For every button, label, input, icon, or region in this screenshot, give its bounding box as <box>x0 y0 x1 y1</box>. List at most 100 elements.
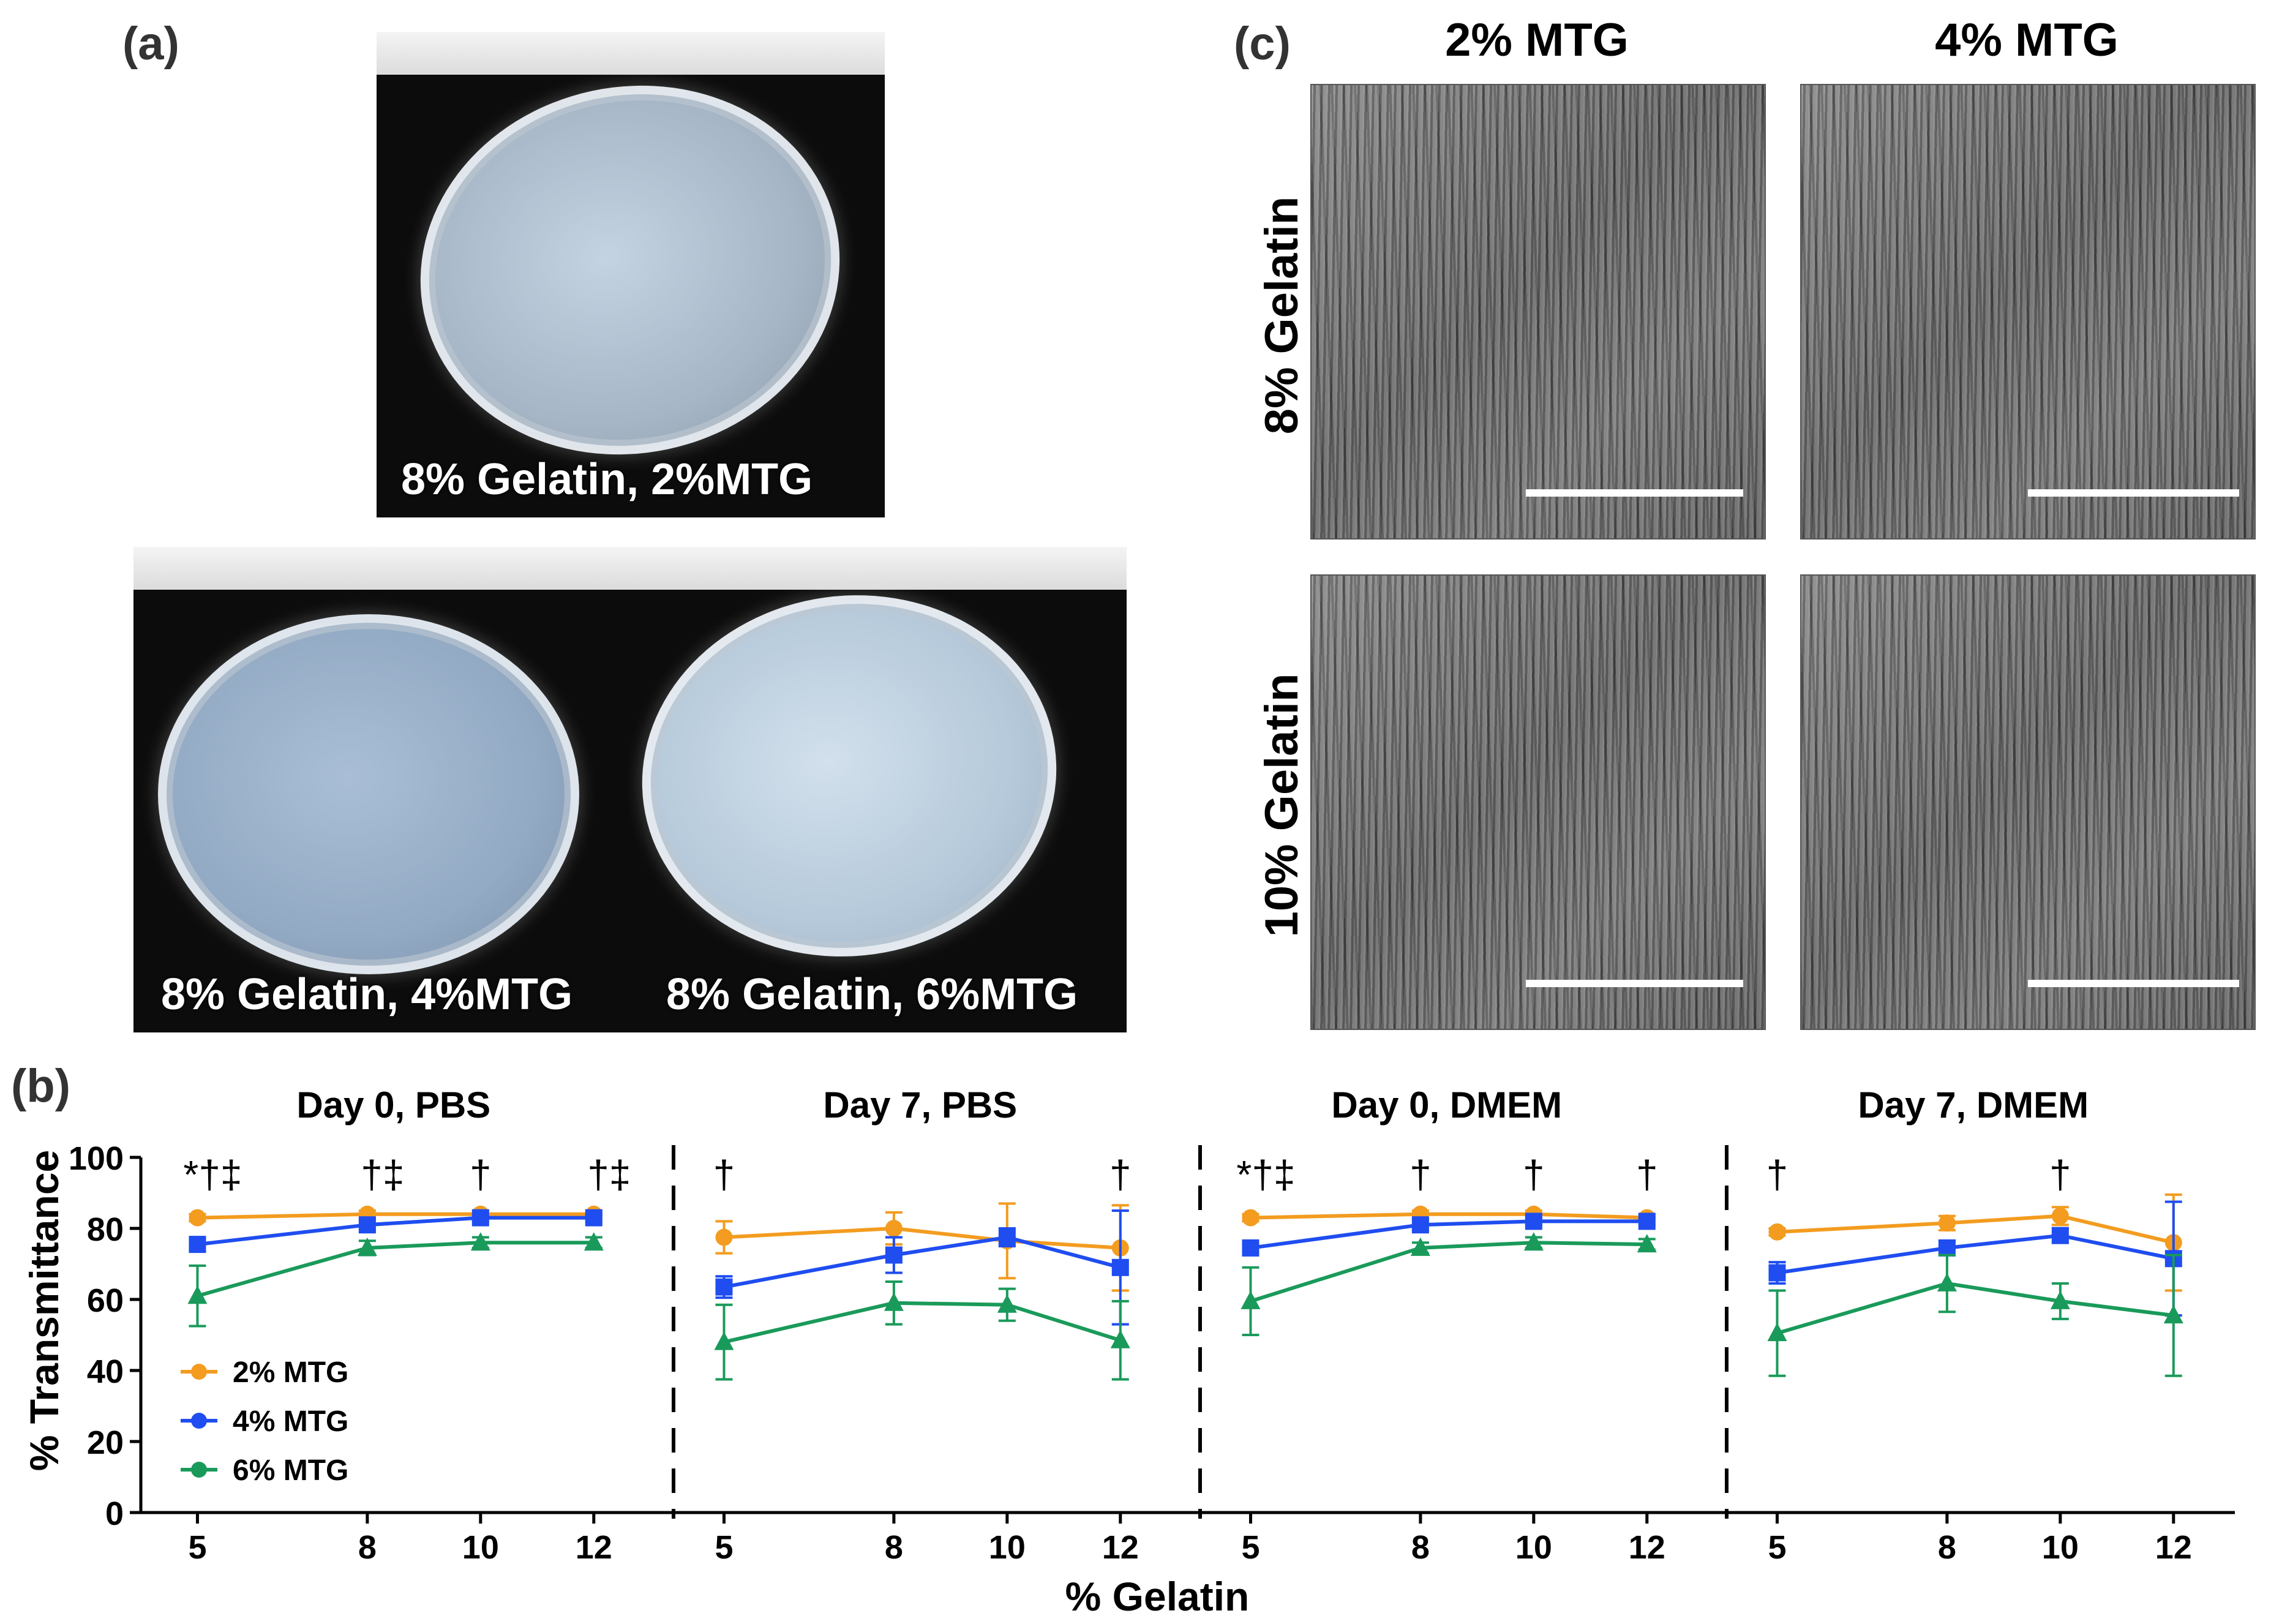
series-line <box>197 1212 594 1220</box>
y-tick-label: 40 <box>87 1353 124 1390</box>
paper-strip <box>377 32 885 75</box>
data-point <box>1242 1239 1259 1257</box>
data-point <box>2163 1305 2183 1324</box>
petri-dish-left <box>158 614 579 974</box>
data-point <box>1938 1214 1956 1232</box>
series-line <box>1250 1219 1647 1250</box>
significance-marker: † <box>1109 1152 1132 1197</box>
series-line <box>1777 1214 2174 1245</box>
data-point <box>884 1292 904 1311</box>
x-tick-label: 5 <box>1768 1529 1786 1566</box>
significance-marker: *†‡ <box>1236 1152 1295 1197</box>
x-tick-label: 5 <box>1241 1529 1259 1566</box>
subplot-title: Day 0, PBS <box>296 1085 490 1126</box>
significance-marker: † <box>2049 1152 2071 1197</box>
data-point <box>1768 1264 1786 1282</box>
significance-marker: † <box>1766 1152 1789 1197</box>
data-point <box>715 1278 733 1296</box>
x-tick-label: 8 <box>1938 1529 1956 1566</box>
data-point <box>1937 1273 1957 1291</box>
series-line <box>1250 1241 1647 1303</box>
col-header-2-mtg: 2% MTG <box>1445 14 1629 66</box>
series-line <box>197 1216 594 1247</box>
photo-label-left: 8% Gelatin, 4%MTG <box>161 970 573 1019</box>
data-point <box>189 1236 206 1254</box>
row-header-10-gelatin: 10% Gelatin <box>1256 673 1308 938</box>
data-point <box>1525 1212 1542 1230</box>
x-tick-label: 12 <box>1629 1529 1665 1566</box>
x-tick-label: 10 <box>462 1529 499 1566</box>
legend-label: 6% MTG <box>233 1454 348 1487</box>
significance-marker: *†‡ <box>183 1152 242 1197</box>
data-point <box>189 1209 206 1227</box>
x-tick-label: 12 <box>2155 1529 2192 1566</box>
scale-bar <box>2028 980 2239 987</box>
y-tick-label: 20 <box>87 1424 124 1461</box>
series-line <box>723 1301 1121 1344</box>
data-point <box>187 1285 208 1304</box>
y-tick-label: 60 <box>87 1282 124 1319</box>
data-point <box>2050 1290 2070 1309</box>
legend-marker <box>191 1364 207 1380</box>
data-point <box>357 1237 377 1256</box>
significance-marker: † <box>1523 1152 1545 1197</box>
data-point <box>1241 1290 1261 1309</box>
series-line <box>1776 1281 2174 1335</box>
petri-photo-bottom: 8% Gelatin, 4%MTG 8% Gelatin, 6%MTG <box>133 547 1127 1032</box>
photo-label-right: 8% Gelatin, 6%MTG <box>666 970 1078 1019</box>
data-point <box>2051 1207 2069 1225</box>
data-point <box>885 1220 903 1237</box>
series-line <box>1777 1233 2174 1275</box>
micrograph-8gel-2mtg <box>1310 84 1766 539</box>
data-point <box>1638 1212 1656 1230</box>
x-tick-label: 8 <box>1411 1529 1430 1566</box>
panel-c-letter: (c) <box>1234 18 1291 70</box>
significance-marker: † <box>1410 1152 1432 1197</box>
scale-bar <box>1526 980 1743 987</box>
data-point <box>585 1209 602 1227</box>
photo-label: 8% Gelatin, 2%MTG <box>401 455 813 504</box>
data-point <box>997 1294 1017 1313</box>
y-axis-label: % Transmittance <box>21 1150 67 1472</box>
plot-layer: 0 20 40 60 80 100 Day 0, PBS 5 8 10 12 *†‡ †‡ † †‡ Day … <box>69 1085 2235 1566</box>
subplot-title: Day 7, DMEM <box>1858 1085 2089 1126</box>
series-line <box>197 1241 594 1298</box>
data-point <box>1523 1232 1544 1251</box>
data-point <box>470 1232 490 1251</box>
x-tick-label: 5 <box>188 1529 206 1566</box>
data-point <box>998 1228 1016 1246</box>
petri-photo-top: 8% Gelatin, 2%MTG <box>377 32 885 517</box>
subplot-title: Day 7, PBS <box>823 1085 1017 1126</box>
legend-marker <box>191 1462 207 1478</box>
significance-marker: † <box>470 1152 492 1197</box>
x-tick-label: 8 <box>885 1529 903 1566</box>
transmittance-chart: % Transmittance % Gelatin 0 20 40 60 80 100 Da… <box>21 1085 2235 1619</box>
data-point <box>1110 1329 1130 1348</box>
micrograph-10gel-4mtg <box>1800 574 2256 1030</box>
panel-a-letter: (a) <box>122 18 179 70</box>
x-tick-label: 10 <box>989 1529 1026 1566</box>
x-tick-label: 10 <box>2042 1529 2079 1566</box>
panel-b-letter: (b) <box>11 1060 71 1112</box>
data-point <box>1410 1237 1430 1256</box>
legend-marker <box>191 1413 207 1429</box>
micrograph-10gel-2mtg <box>1310 574 1766 1030</box>
data-point <box>1411 1216 1429 1234</box>
data-point <box>715 1228 733 1246</box>
significance-marker: †‡ <box>361 1152 404 1197</box>
data-point <box>584 1232 604 1251</box>
data-point <box>1938 1239 1956 1257</box>
significance-marker: † <box>1636 1152 1658 1197</box>
scale-bar <box>2028 489 2239 497</box>
scale-bar <box>1526 489 1743 497</box>
data-point <box>471 1209 489 1227</box>
significance-marker: †‡ <box>587 1152 631 1197</box>
x-tick-label: 12 <box>1102 1529 1139 1566</box>
series-line <box>1250 1212 1647 1220</box>
row-header-8-gelatin: 8% Gelatin <box>1256 196 1308 435</box>
y-tick-label: 0 <box>105 1495 124 1532</box>
y-tick-label: 80 <box>87 1211 124 1248</box>
x-axis-label: % Gelatin <box>1065 1574 1250 1619</box>
petri-dish <box>386 47 874 493</box>
significance-marker: † <box>713 1152 735 1197</box>
